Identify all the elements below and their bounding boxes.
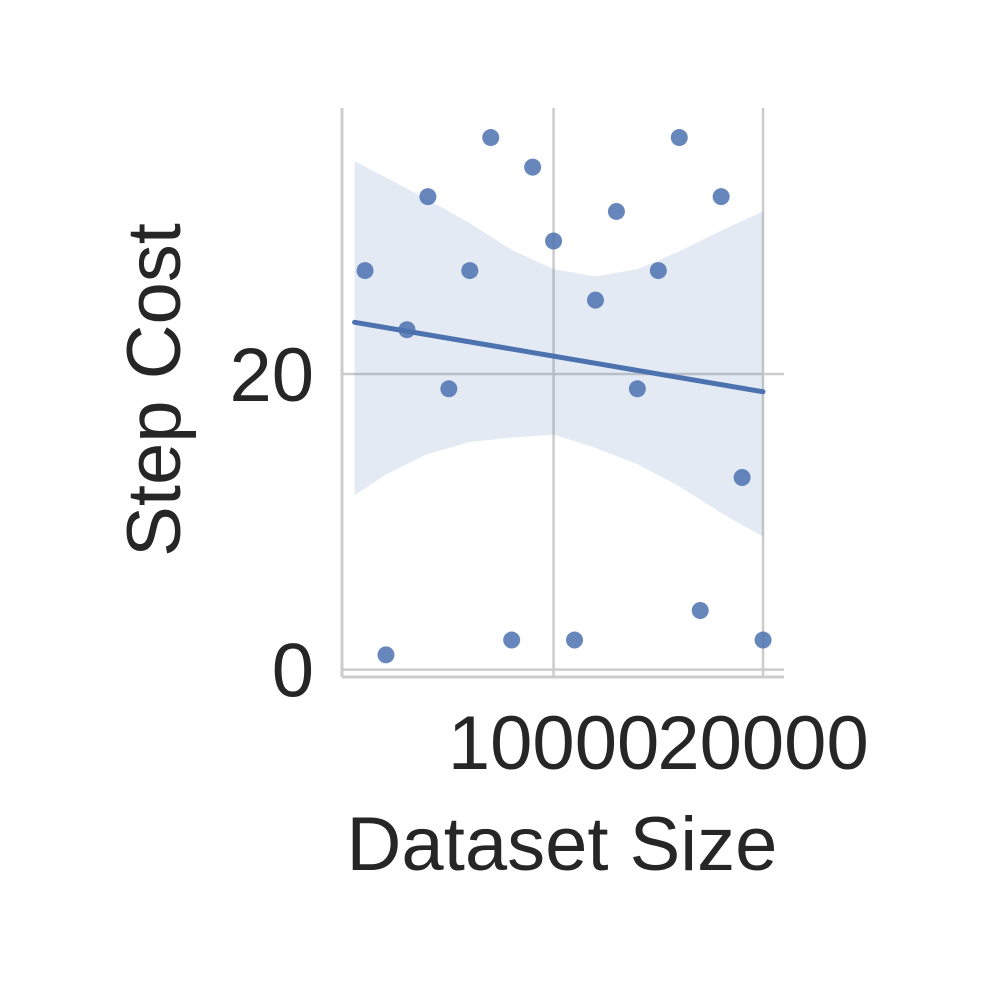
data-point <box>607 202 625 220</box>
y-tick-label: 20 <box>229 333 314 418</box>
data-point <box>419 188 437 206</box>
data-point <box>482 129 500 147</box>
data-point <box>628 380 646 398</box>
confidence-band <box>354 161 764 537</box>
data-point <box>754 631 772 649</box>
data-point <box>440 380 458 398</box>
data-point <box>586 291 604 309</box>
data-point <box>503 631 521 649</box>
y-axis-label: Step Cost <box>112 223 197 557</box>
data-point <box>649 262 667 280</box>
grid <box>342 108 784 677</box>
regression-line-layer <box>352 319 766 395</box>
x-tick-label: 10000 <box>448 701 659 786</box>
data-point <box>712 188 730 206</box>
regression-line <box>352 319 766 395</box>
data-point <box>733 468 751 486</box>
confidence-band-layer <box>354 161 764 537</box>
data-point <box>566 631 584 649</box>
data-point <box>691 601 709 619</box>
axis-spines <box>340 108 784 679</box>
x-tick-label: 20000 <box>657 701 868 786</box>
data-point <box>377 646 395 664</box>
data-points <box>356 129 772 664</box>
data-point <box>545 232 563 250</box>
data-point <box>398 321 416 339</box>
data-point <box>356 262 374 280</box>
y-tick-label: 0 <box>272 629 314 714</box>
x-axis-label: Dataset Size <box>347 802 778 887</box>
data-point <box>461 262 479 280</box>
data-point <box>670 129 688 147</box>
data-point <box>524 158 542 176</box>
